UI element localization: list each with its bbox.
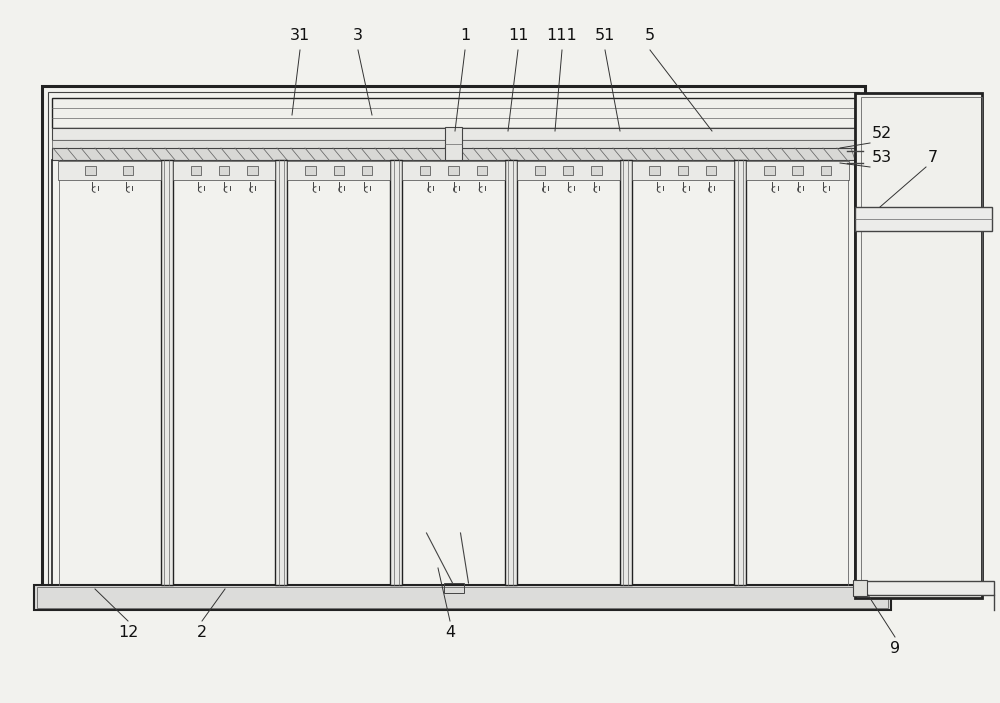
Bar <box>706 167 716 174</box>
Text: 11: 11 <box>508 28 528 43</box>
Bar <box>85 167 96 174</box>
Bar <box>865 581 994 595</box>
Bar <box>37 587 888 608</box>
Bar <box>632 161 734 180</box>
Bar <box>52 140 855 148</box>
Bar <box>764 167 775 174</box>
Bar <box>792 167 803 174</box>
Bar <box>535 167 545 174</box>
Bar <box>275 160 287 585</box>
Text: 1: 1 <box>460 28 470 43</box>
Text: 5: 5 <box>645 28 655 43</box>
Bar <box>861 97 982 594</box>
Bar <box>591 167 602 174</box>
Bar <box>620 160 632 585</box>
Bar <box>746 161 849 180</box>
Text: 12: 12 <box>118 625 138 640</box>
Bar <box>34 585 891 610</box>
Bar <box>362 167 372 174</box>
Text: 31: 31 <box>290 28 310 43</box>
Bar <box>123 167 133 174</box>
Text: 4: 4 <box>445 625 455 640</box>
Bar <box>219 167 229 174</box>
Bar <box>855 207 992 231</box>
Bar <box>853 580 867 596</box>
Bar <box>42 86 865 597</box>
Text: 7: 7 <box>928 150 938 165</box>
Bar <box>334 167 344 174</box>
Text: 53: 53 <box>872 150 892 165</box>
Bar <box>390 160 402 585</box>
Text: 9: 9 <box>890 641 900 656</box>
Bar <box>52 98 855 128</box>
Bar <box>505 160 517 585</box>
Text: 2: 2 <box>197 625 207 640</box>
Bar <box>48 92 859 591</box>
Bar <box>517 161 620 180</box>
Bar <box>173 161 275 180</box>
Bar <box>445 127 462 160</box>
Bar <box>448 167 459 174</box>
Bar <box>161 160 173 585</box>
Bar <box>855 93 982 598</box>
Bar <box>420 167 430 174</box>
Bar <box>402 161 505 180</box>
Bar <box>52 128 855 140</box>
Text: 3: 3 <box>353 28 363 43</box>
Bar <box>58 161 161 180</box>
Bar <box>287 161 390 180</box>
Bar <box>444 583 464 593</box>
Bar <box>563 167 573 174</box>
Text: 52: 52 <box>872 126 892 141</box>
Bar <box>649 167 660 174</box>
Bar <box>191 167 201 174</box>
Text: 51: 51 <box>595 28 615 43</box>
Bar <box>305 167 316 174</box>
Bar <box>247 167 258 174</box>
Text: 111: 111 <box>547 28 577 43</box>
Bar <box>52 148 855 160</box>
Bar <box>821 167 831 174</box>
Bar <box>734 160 746 585</box>
Bar <box>678 167 688 174</box>
Bar <box>477 167 487 174</box>
